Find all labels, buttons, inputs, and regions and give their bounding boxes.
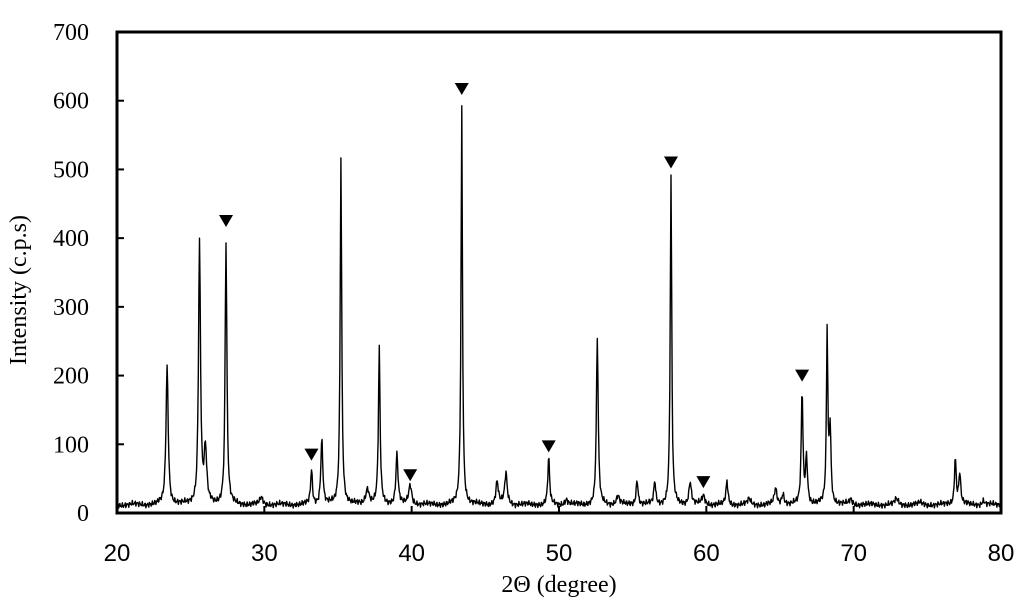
y-tick-label: 600 bbox=[53, 89, 89, 115]
y-axis-ticks: 0 100 200 300 400 500 600 700 bbox=[53, 20, 124, 527]
y-tick-label: 400 bbox=[53, 226, 89, 252]
peak-marker bbox=[454, 83, 469, 96]
peak-markers bbox=[219, 83, 810, 489]
peak-marker bbox=[219, 214, 234, 227]
peak-marker bbox=[663, 156, 678, 169]
peak-marker bbox=[403, 469, 418, 482]
y-tick-label: 700 bbox=[53, 20, 89, 46]
y-tick-label: 100 bbox=[53, 432, 89, 458]
x-tick-label: 20 bbox=[104, 540, 131, 567]
x-tick-label: 60 bbox=[693, 540, 720, 567]
y-axis-label: Intensity (c.p.s) bbox=[6, 215, 32, 365]
x-tick-label: 30 bbox=[251, 540, 278, 567]
y-tick-label: 300 bbox=[53, 295, 89, 321]
y-tick-label: 0 bbox=[77, 501, 89, 527]
peak-marker bbox=[304, 448, 319, 461]
peak-marker bbox=[795, 369, 810, 382]
y-tick-label: 500 bbox=[53, 157, 89, 183]
x-tick-label: 80 bbox=[988, 540, 1015, 567]
peak-marker bbox=[696, 476, 711, 489]
x-tick-label: 70 bbox=[840, 540, 867, 567]
x-tick-label: 50 bbox=[546, 540, 573, 567]
peak-marker bbox=[541, 440, 556, 453]
x-tick-label: 40 bbox=[398, 540, 425, 567]
plot-frame bbox=[115, 30, 1003, 515]
diffraction-pattern-line bbox=[116, 105, 1002, 509]
x-axis-label: 2Θ (degree) bbox=[501, 572, 616, 598]
x-axis-ticks: 20 30 40 50 60 70 80 bbox=[104, 506, 1015, 567]
y-tick-label: 200 bbox=[53, 364, 89, 390]
